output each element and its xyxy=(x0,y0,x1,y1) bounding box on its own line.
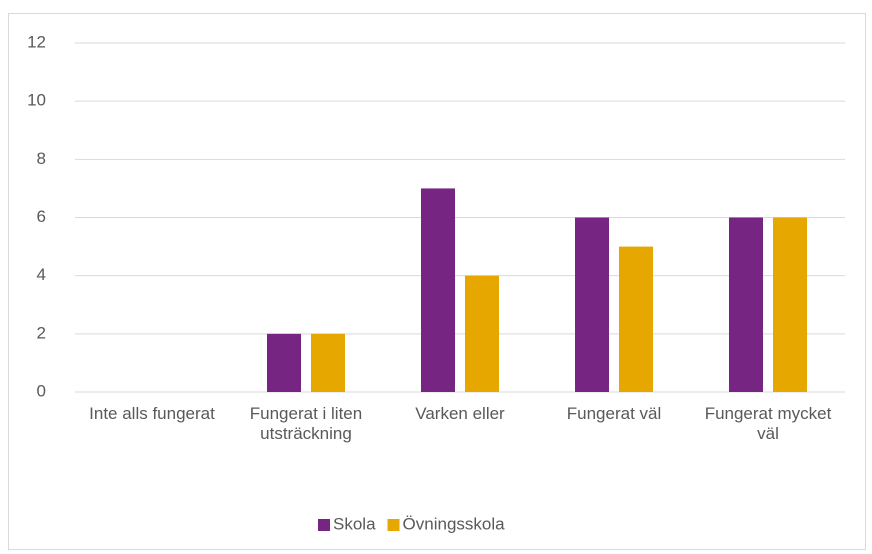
y-tick-label: 2 xyxy=(37,323,46,342)
y-tick-label: 8 xyxy=(37,149,46,168)
bar xyxy=(773,217,807,392)
x-tick-label-box: Inte alls fungerat xyxy=(89,404,215,423)
x-tick-label-box: Fungerat väl xyxy=(566,404,662,423)
x-tick-label: Fungerat väl xyxy=(566,404,662,423)
legend-swatch xyxy=(387,519,400,531)
y-tick-label: 10 xyxy=(27,91,46,110)
bar xyxy=(267,333,301,392)
y-tick-label: 12 xyxy=(27,32,46,51)
legend-label: Skola xyxy=(333,514,376,533)
x-tick-label-box: Varken eller xyxy=(415,404,505,423)
bar xyxy=(575,217,609,392)
x-tick-label: Inte alls fungerat xyxy=(89,404,215,423)
y-tick-label: 6 xyxy=(37,207,46,226)
x-tick-label: Fungerat i liten utsträckning xyxy=(249,404,363,443)
x-tick-label: Varken eller xyxy=(415,404,505,423)
bar xyxy=(421,188,455,392)
legend-label: Övningsskola xyxy=(403,514,506,533)
bar xyxy=(311,333,345,392)
y-tick-label: 0 xyxy=(37,381,46,400)
legend-swatch xyxy=(318,519,330,531)
x-tick-label-box: Fungerat i liten utsträckning xyxy=(249,404,363,443)
bar xyxy=(619,246,653,392)
bar xyxy=(729,217,763,392)
y-tick-label: 4 xyxy=(37,265,46,284)
x-tick-label-box: Fungerat mycket väl xyxy=(704,404,832,443)
x-tick-label: Fungerat mycket väl xyxy=(704,404,832,443)
bar xyxy=(465,275,499,392)
